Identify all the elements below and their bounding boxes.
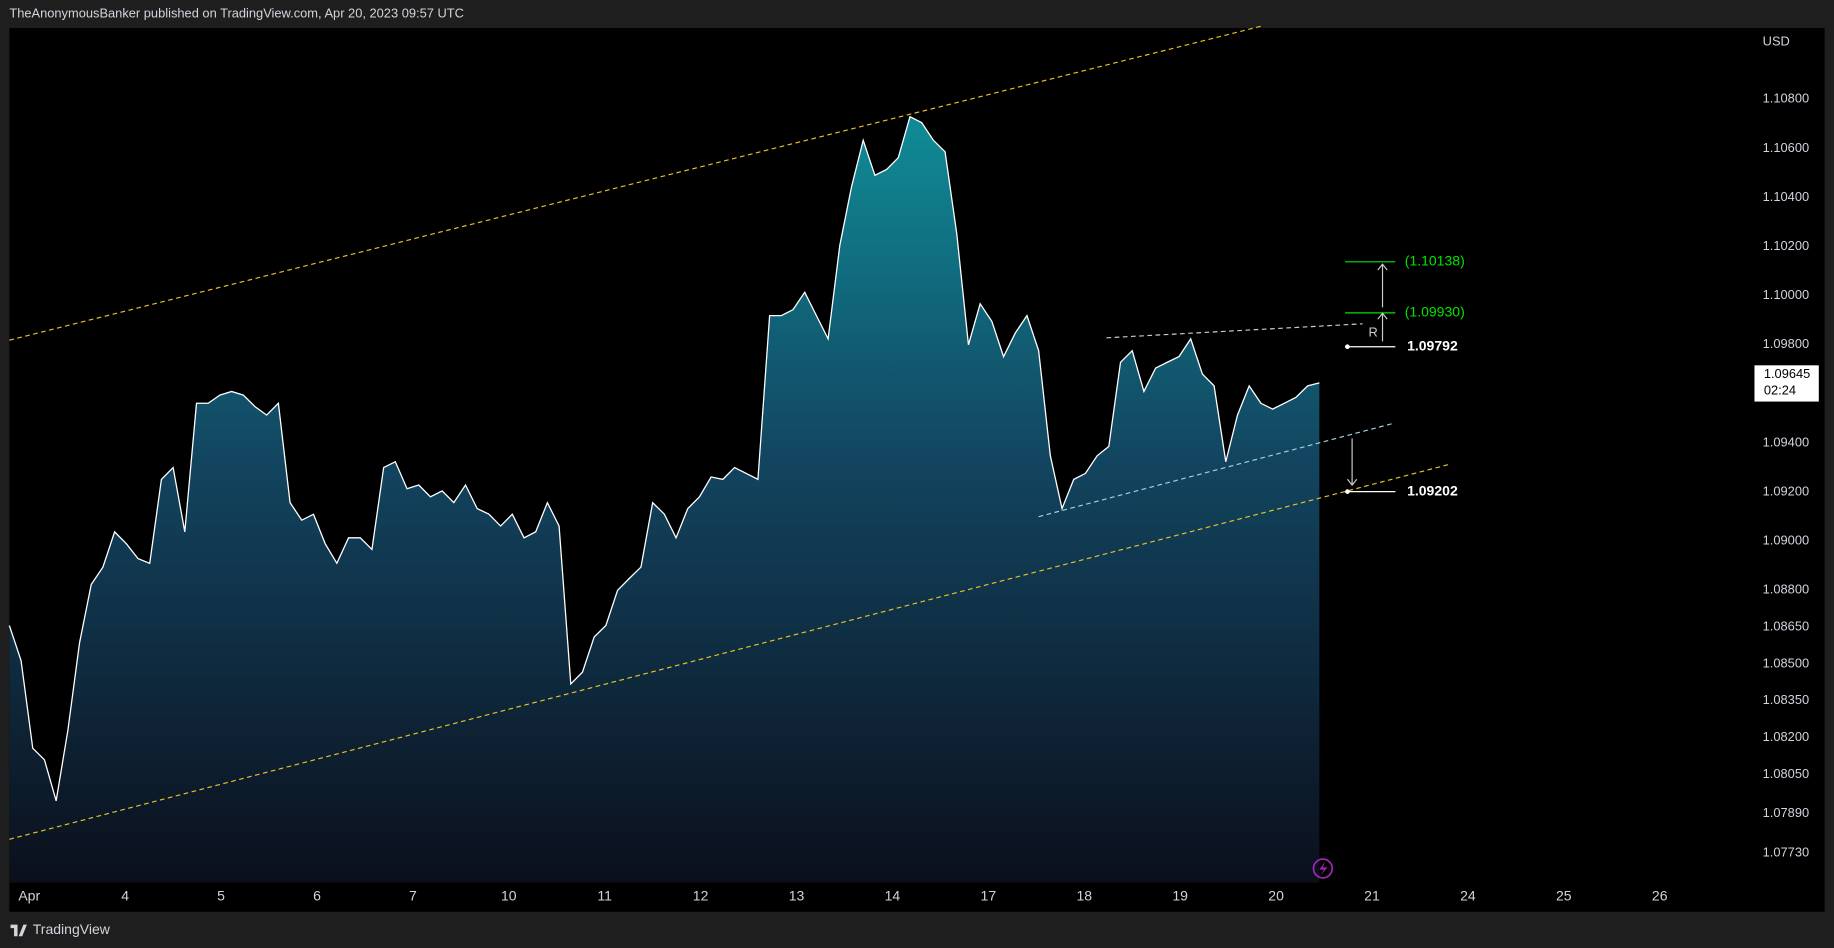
x-tick-label: 19 — [1172, 887, 1188, 903]
y-tick-label: 1.07890 — [1763, 805, 1809, 820]
y-tick-label: 1.10000 — [1763, 287, 1809, 302]
y-tick-label: 1.09400 — [1763, 434, 1809, 449]
arrow-up — [1377, 263, 1388, 308]
arrow-up — [1377, 312, 1388, 342]
y-tick-label: 1.10600 — [1763, 140, 1809, 155]
x-tick-label: 11 — [597, 887, 612, 903]
y-tick-label: 1.09200 — [1763, 484, 1809, 499]
x-tick-label: 24 — [1460, 887, 1476, 903]
y-tick-label: 1.09000 — [1763, 533, 1809, 548]
x-tick-label: 10 — [501, 887, 517, 903]
y-tick-label: 1.08500 — [1763, 655, 1809, 670]
currency: USD — [1763, 33, 1790, 48]
level-dot — [1345, 489, 1350, 494]
x-tick-label: 5 — [217, 887, 225, 903]
x-tick-label: 12 — [693, 887, 709, 903]
y-tick-label: 1.08050 — [1763, 766, 1809, 781]
x-tick-label: 20 — [1268, 887, 1284, 903]
channel-upper — [9, 25, 1264, 341]
x-tick-label: 17 — [981, 887, 997, 903]
last-price-box — [1754, 365, 1819, 402]
x-tick-label: 7 — [409, 887, 417, 903]
x-tick-label: 18 — [1076, 887, 1092, 903]
x-tick-label: 25 — [1556, 887, 1572, 903]
x-tick-label: 21 — [1364, 887, 1380, 903]
brand: TradingView — [33, 921, 111, 937]
x-tick-label: Apr — [18, 887, 40, 903]
header: TheAnonymousBanker published on TradingV… — [9, 5, 464, 20]
y-tick-label: 1.10200 — [1763, 238, 1809, 253]
arrow-down — [1346, 438, 1358, 487]
y-tick-label: 1.07730 — [1763, 844, 1809, 859]
plot — [8, 115, 1320, 883]
y-tick-label: 1.08650 — [1763, 619, 1809, 634]
level-dot — [1345, 344, 1350, 350]
y-tick-label: 1.08350 — [1763, 692, 1809, 707]
level-label: (1.09930) — [1405, 304, 1465, 320]
y-tick-label: 1.10800 — [1763, 91, 1809, 106]
y-tick-label: 1.08800 — [1763, 582, 1809, 597]
brand-logo — [10, 924, 27, 937]
y-tick-label: 1.10400 — [1763, 189, 1809, 204]
x-tick-label: 14 — [885, 887, 901, 903]
level-label: 1.09202 — [1407, 482, 1458, 498]
x-tick-label: 26 — [1652, 887, 1668, 903]
resistance-line — [1106, 323, 1363, 339]
countdown: 02:24 — [1764, 382, 1796, 397]
last-price: 1.09645 — [1764, 366, 1810, 381]
area-fill — [9, 116, 1320, 883]
levels: (1.10138) (1.09930) 1.09792 1.09202 — [1345, 253, 1465, 498]
x-tick-label: 6 — [313, 887, 321, 903]
y-tick-label: 1.08200 — [1763, 729, 1809, 744]
x-tick-label: 4 — [121, 887, 129, 903]
level-label: (1.10138) — [1405, 253, 1465, 269]
channel-lower — [9, 463, 1451, 840]
support-line — [1038, 422, 1395, 518]
event-icon[interactable] — [1312, 858, 1334, 879]
y-tick-label: 1.09800 — [1763, 336, 1809, 351]
x-tick-label: 13 — [789, 887, 805, 903]
level-tag: R — [1369, 325, 1378, 340]
event-icon-bolt — [1319, 861, 1328, 876]
level-label: 1.09792 — [1407, 337, 1458, 353]
price-line — [8, 115, 1320, 802]
